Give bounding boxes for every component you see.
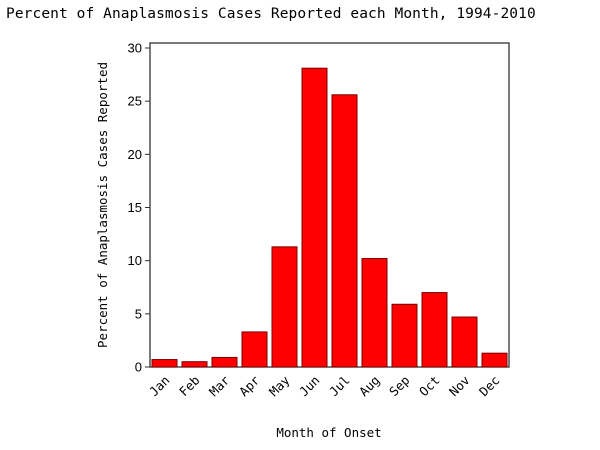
x-tick-label: Apr [236,372,263,399]
bar-aug [361,258,388,368]
y-axis: 0 5 10 15 20 25 30 [128,41,150,375]
bar-nov [451,316,478,368]
x-tick-label: Aug [356,373,383,400]
x-axis: Jan Feb Mar Apr May Jun Jul Aug Sep Oct Nov Dec [146,372,503,399]
y-tick-label: 20 [128,147,142,162]
bar-apr [241,331,268,368]
bar-may [271,246,298,368]
x-tick-label: May [266,372,293,399]
x-tick-label: Mar [206,372,233,399]
x-tick-label: Dec [476,373,503,400]
y-tick-label: 5 [135,306,142,321]
bar-feb [181,361,208,368]
y-axis-label: Percent of Anaplasmosis Cases Reported [95,62,110,348]
bar-oct [421,292,448,368]
bar-dec [481,352,508,368]
x-tick-label: Feb [176,373,203,400]
y-tick-label: 25 [128,94,142,109]
bar-mar [211,356,238,368]
chart-title: Percent of Anaplasmosis Cases Reported e… [6,6,536,22]
y-tick-label: 10 [128,253,142,268]
bar-sep [391,303,418,368]
y-tick-label: 0 [135,360,142,375]
x-tick-label: Jan [146,373,173,400]
bars [151,67,508,368]
x-axis-label: Month of Onset [276,425,381,440]
plot-frame [149,42,510,368]
x-tick-label: Sep [386,373,413,400]
x-tick-label: Jun [296,373,323,400]
bar-jul [331,94,358,368]
y-tick-label: 15 [128,200,142,215]
x-tick-label: Nov [446,373,473,400]
y-tick-label: 30 [128,41,142,56]
x-tick-label: Jul [326,373,353,400]
bar-jan [151,359,178,368]
x-tick-label: Oct [416,373,443,400]
bar-jun [301,67,328,368]
